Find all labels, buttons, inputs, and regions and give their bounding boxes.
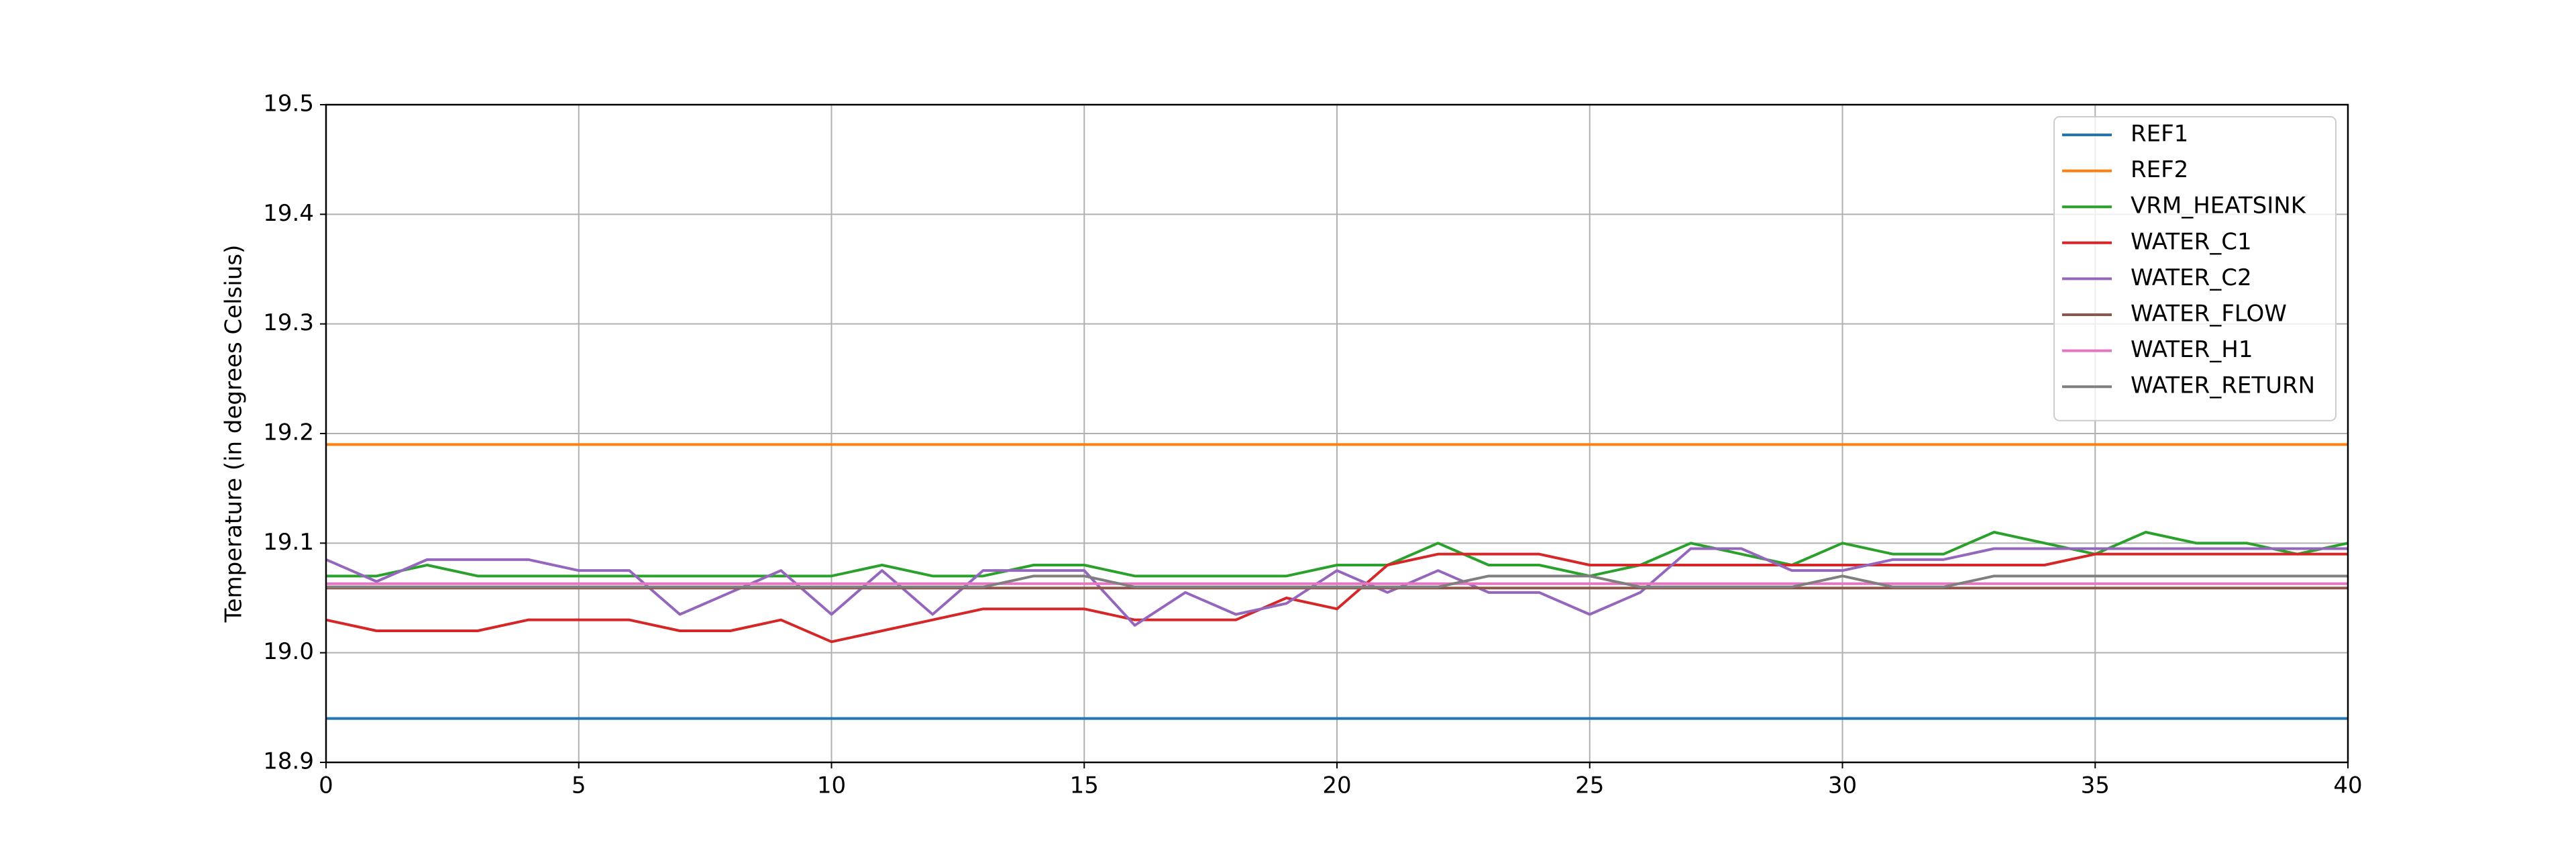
legend-label: REF2 (2131, 156, 2188, 183)
x-tick-label: 0 (319, 772, 333, 799)
y-tick-label: 19.5 (263, 91, 314, 117)
series-line (325, 552, 2348, 644)
x-tick-label: 25 (1575, 772, 1604, 799)
y-tick-label: 19.1 (263, 529, 314, 556)
x-tick-label: 20 (1322, 772, 1351, 799)
legend-label: REF1 (2131, 121, 2188, 148)
y-tick-label: 19.2 (263, 419, 314, 446)
legend-label: WATER_C1 (2131, 228, 2252, 255)
x-tick-label: 5 (572, 772, 586, 799)
plot-frame (325, 103, 2349, 764)
legend-label: WATER_RETURN (2131, 372, 2315, 399)
legend-box (2053, 116, 2337, 421)
y-tick-label: 18.9 (263, 748, 314, 775)
x-tick-label: 10 (817, 772, 846, 799)
x-tick-label: 35 (2081, 772, 2110, 799)
x-tick-label: 40 (2333, 772, 2362, 799)
legend: REF1 REF2 VRM_HEATSINK WATER_C1 WATER_C2 WATE… (2053, 116, 2337, 421)
series-line (325, 547, 2348, 627)
x-tick-label: 15 (1070, 772, 1099, 799)
y-axis-label: Temperature (in degrees Celsius) (221, 245, 248, 623)
series-line (326, 574, 2348, 589)
x-tick-label: 30 (1828, 772, 1857, 799)
y-tick-label: 19.3 (263, 309, 314, 336)
legend-label: WATER_C2 (2131, 264, 2252, 291)
y-tick-label: 19.4 (263, 200, 314, 227)
legend-label: WATER_FLOW (2131, 301, 2287, 327)
y-tick-label: 19.0 (263, 638, 314, 665)
series-line (326, 531, 2349, 578)
legend-label: WATER_H1 (2131, 336, 2253, 363)
legend-label: VRM_HEATSINK (2131, 193, 2307, 219)
